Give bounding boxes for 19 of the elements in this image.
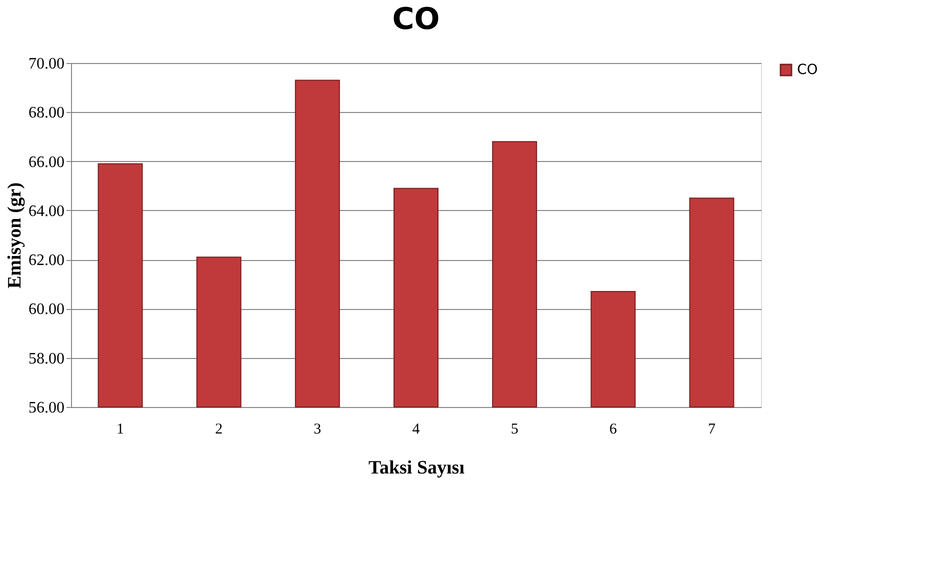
- x-tick-label: 6: [609, 422, 618, 438]
- x-tick-label: 7: [708, 422, 716, 438]
- x-tick-label: 3: [314, 422, 322, 438]
- y-tick-label: 68.00: [28, 104, 64, 122]
- y-tick-label: 64.00: [28, 202, 64, 220]
- y-axis-title: Emisyon (gr): [4, 182, 26, 289]
- y-tick-label: 70.00: [28, 56, 64, 72]
- y-tick-label: 58.00: [28, 350, 64, 368]
- x-tick-label: 4: [412, 422, 420, 438]
- y-tick-label: 60.00: [28, 301, 64, 318]
- x-axis-title: Taksi Sayısı: [368, 458, 464, 478]
- y-tick-label: 56.00: [28, 400, 64, 416]
- x-tick-label: 2: [215, 422, 223, 438]
- y-tick-label: 66.00: [28, 154, 64, 171]
- x-tick-label: 1: [116, 422, 124, 438]
- x-tick-label: 5: [510, 422, 518, 438]
- y-tick-label: 62.00: [28, 252, 64, 270]
- chart-title: CO: [392, 2, 440, 37]
- legend-label: CO: [797, 62, 818, 78]
